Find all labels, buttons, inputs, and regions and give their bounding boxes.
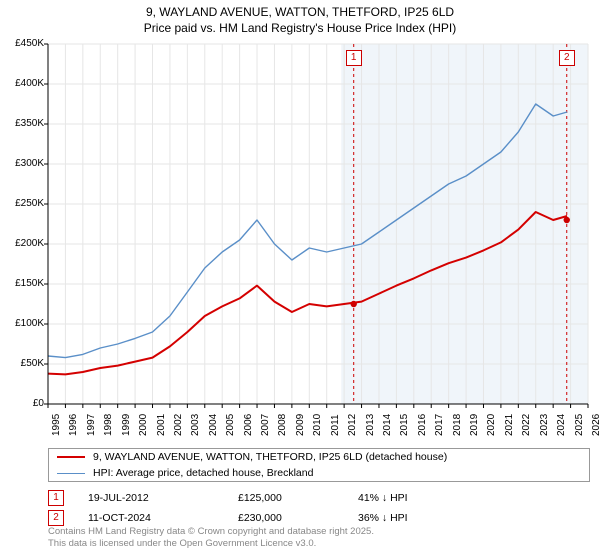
x-tick-label: 1996 [68,414,79,436]
x-tick-label: 2020 [486,414,497,436]
x-tick-label: 2008 [277,414,288,436]
legend-label-price: 9, WAYLAND AVENUE, WATTON, THETFORD, IP2… [93,451,447,463]
x-tick-label: 2017 [434,414,445,436]
x-tick-label: 2019 [469,414,480,436]
x-tick-label: 2005 [225,414,236,436]
chart-svg [48,44,588,404]
x-axis-labels: 1995 1996 1997 1998 1999 2000 2001 2002 2003 2004… [48,404,588,444]
x-tick-label: 2015 [399,414,410,436]
y-tick-label: £300K [0,158,44,169]
footer-line1: Contains HM Land Registry data © Crown c… [48,526,588,538]
sales-row: 1 19-JUL-2012 £125,000 41% ↓ HPI [48,488,588,508]
sales-marker-2: 2 [48,510,64,526]
x-tick-label: 2023 [539,414,550,436]
x-tick-label: 1997 [86,414,97,436]
x-tick-label: 2001 [156,414,167,436]
title-line1: 9, WAYLAND AVENUE, WATTON, THETFORD, IP2… [0,4,600,20]
legend-swatch-hpi [57,473,85,474]
title-line2: Price paid vs. HM Land Registry's House … [0,20,600,36]
y-tick-label: £400K [0,78,44,89]
x-tick-label: 2003 [190,414,201,436]
x-tick-label: 2006 [243,414,254,436]
y-tick-label: £200K [0,238,44,249]
y-tick-label: £350K [0,118,44,129]
legend-swatch-price [57,456,85,458]
sales-row: 2 11-OCT-2024 £230,000 36% ↓ HPI [48,508,588,528]
sale-marker-tag: 2 [559,50,575,66]
x-tick-label: 2000 [138,414,149,436]
footer-line2: This data is licensed under the Open Gov… [48,538,588,550]
x-tick-label: 2024 [556,414,567,436]
chart-plot-area [48,44,588,404]
x-tick-label: 2009 [295,414,306,436]
sales-table: 1 19-JUL-2012 £125,000 41% ↓ HPI 2 11-OC… [48,488,588,528]
x-tick-label: 2012 [347,414,358,436]
sales-price-1: £125,000 [238,492,358,504]
y-tick-label: £250K [0,198,44,209]
y-tick-label: £450K [0,38,44,49]
x-tick-label: 1998 [103,414,114,436]
y-tick-label: £100K [0,318,44,329]
sales-marker-1: 1 [48,490,64,506]
sales-date-1: 19-JUL-2012 [88,492,238,504]
sales-date-2: 11-OCT-2024 [88,512,238,524]
x-tick-label: 2014 [382,414,393,436]
chart-container: 9, WAYLAND AVENUE, WATTON, THETFORD, IP2… [0,0,600,560]
sales-price-2: £230,000 [238,512,358,524]
y-tick-label: £0 [0,398,44,409]
chart-title: 9, WAYLAND AVENUE, WATTON, THETFORD, IP2… [0,0,600,36]
x-tick-label: 2022 [521,414,532,436]
x-tick-label: 2018 [452,414,463,436]
x-tick-label: 1999 [121,414,132,436]
x-tick-label: 2011 [330,414,341,436]
x-tick-label: 2007 [260,414,271,436]
sales-delta-1: 41% ↓ HPI [358,492,478,504]
x-tick-label: 1995 [51,414,62,436]
x-tick-label: 2010 [312,414,323,436]
y-tick-label: £50K [0,358,44,369]
x-tick-label: 2026 [591,414,600,436]
x-tick-label: 2013 [365,414,376,436]
footer: Contains HM Land Registry data © Crown c… [48,526,588,551]
sale-marker-tag: 1 [346,50,362,66]
legend-row: 9, WAYLAND AVENUE, WATTON, THETFORD, IP2… [49,449,589,465]
x-tick-label: 2021 [504,414,515,436]
x-tick-label: 2016 [417,414,428,436]
x-tick-label: 2002 [173,414,184,436]
x-tick-label: 2004 [208,414,219,436]
y-tick-label: £150K [0,278,44,289]
sales-delta-2: 36% ↓ HPI [358,512,478,524]
legend-label-hpi: HPI: Average price, detached house, Brec… [93,467,313,479]
legend-row: HPI: Average price, detached house, Brec… [49,465,589,481]
x-tick-label: 2025 [574,414,585,436]
legend: 9, WAYLAND AVENUE, WATTON, THETFORD, IP2… [48,448,590,482]
